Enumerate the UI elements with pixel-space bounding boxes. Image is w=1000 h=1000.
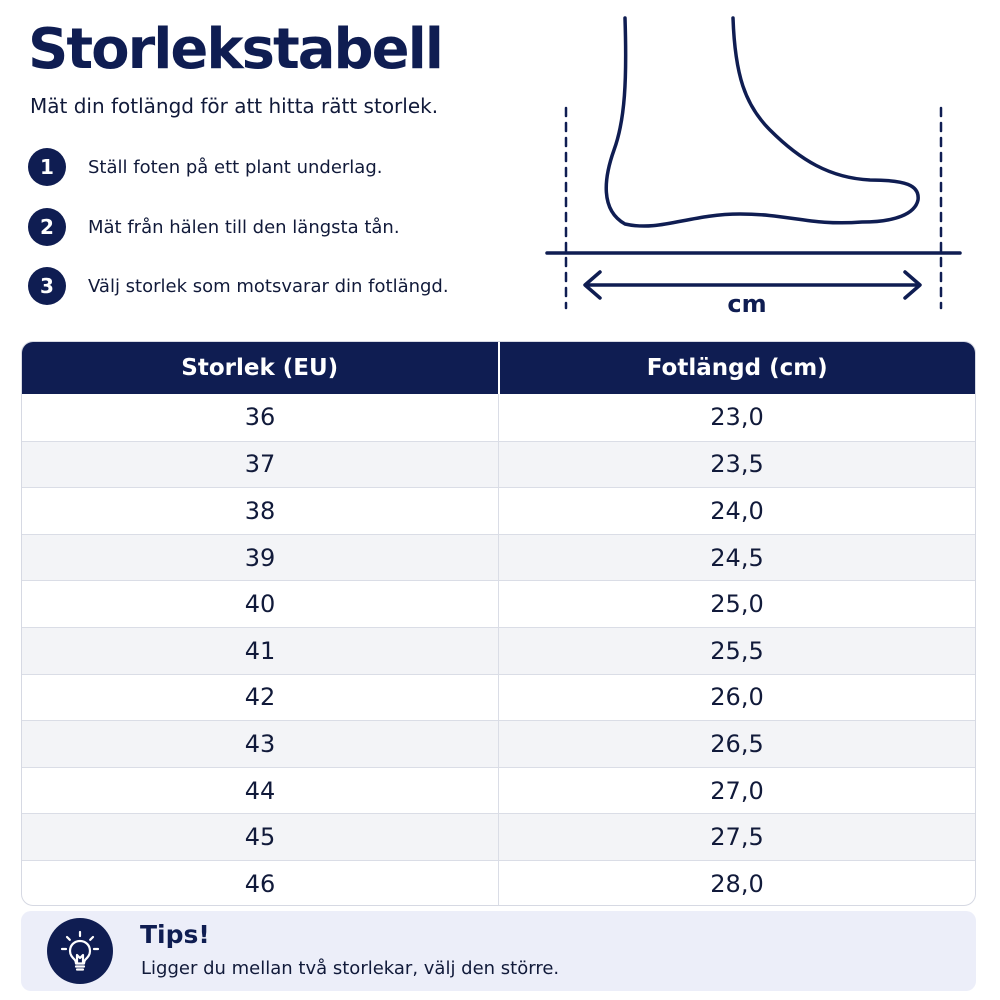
unit-label: cm — [727, 290, 767, 318]
length-cell: 24,0 — [498, 488, 975, 534]
step-number-badge: 1 — [28, 148, 66, 186]
size-cell: 39 — [244, 543, 276, 572]
table-row: 37 23,5 — [22, 440, 975, 488]
foot-outline — [604, 16, 920, 228]
lightbulb-icon — [47, 918, 113, 984]
length-cell: 28,0 — [498, 860, 975, 905]
size-cell: 46 — [244, 869, 276, 898]
table-body: 36 23,0 37 23,5 38 24,0 39 24,5 40 25,0 … — [22, 394, 975, 905]
length-cell: 24,5 — [498, 534, 975, 581]
step-number-badge: 3 — [28, 267, 66, 305]
length-cell: 27,0 — [498, 767, 975, 814]
size-cell: 37 — [244, 450, 276, 479]
length-cell: 25,0 — [498, 581, 975, 627]
tips-title: Tips! — [140, 920, 210, 949]
column-header-size: Storlek (EU) — [181, 355, 339, 381]
length-cell: 26,0 — [498, 674, 975, 721]
step-text: Mät från hälen till den längsta tån. — [88, 216, 400, 238]
arrow-right-head — [903, 270, 922, 300]
size-table: Storlek (EU) Fotlängd (cm) 36 23,0 37 23… — [21, 341, 976, 906]
table-row: 39 24,5 — [22, 533, 975, 581]
length-cell: 26,5 — [498, 721, 975, 767]
length-cell: 23,0 — [498, 394, 975, 441]
step-number-badge: 2 — [28, 208, 66, 246]
size-cell: 45 — [244, 823, 276, 852]
size-cell: 43 — [244, 729, 276, 758]
size-cell: 44 — [244, 776, 276, 805]
length-cell: 25,5 — [498, 627, 975, 674]
instruction-step-1: 1 Ställ foten på ett plant underlag. — [28, 148, 382, 186]
size-cell: 42 — [244, 683, 276, 712]
length-cell: 27,5 — [498, 814, 975, 860]
table-row: 44 27,0 — [22, 766, 975, 814]
table-header: Storlek (EU) Fotlängd (cm) — [22, 342, 975, 394]
size-cell: 36 — [244, 403, 276, 432]
page-subtitle: Mät din fotlängd för att hitta rätt stor… — [30, 94, 439, 118]
column-header-foot-length: Fotlängd (cm) — [497, 342, 976, 394]
table-row: 43 26,5 — [22, 720, 975, 767]
table-row: 36 23,0 — [22, 394, 975, 441]
instruction-step-2: 2 Mät från hälen till den längsta tån. — [28, 208, 400, 246]
step-text: Ställ foten på ett plant underlag. — [88, 156, 383, 178]
table-row: 46 28,0 — [22, 859, 975, 905]
length-cell: 23,5 — [498, 441, 975, 488]
table-row: 40 25,0 — [22, 580, 975, 627]
foot-measurement-icon — [545, 16, 962, 310]
size-cell: 38 — [244, 496, 276, 525]
arrow-left-head — [583, 270, 602, 300]
size-cell: 41 — [244, 636, 276, 665]
step-text: Välj storlek som motsvarar din fotlängd. — [88, 275, 449, 297]
table-row: 38 24,0 — [22, 487, 975, 534]
table-row: 45 27,5 — [22, 813, 975, 860]
instruction-step-3: 3 Välj storlek som motsvarar din fotläng… — [28, 267, 449, 305]
page-title: Storlekstabell — [28, 17, 444, 82]
tips-box: Tips! Ligger du mellan två storlekar, vä… — [21, 911, 976, 991]
size-cell: 40 — [244, 590, 276, 619]
tips-text: Ligger du mellan två storlekar, välj den… — [141, 958, 560, 979]
table-row: 41 25,5 — [22, 626, 975, 674]
table-row: 42 26,0 — [22, 673, 975, 721]
